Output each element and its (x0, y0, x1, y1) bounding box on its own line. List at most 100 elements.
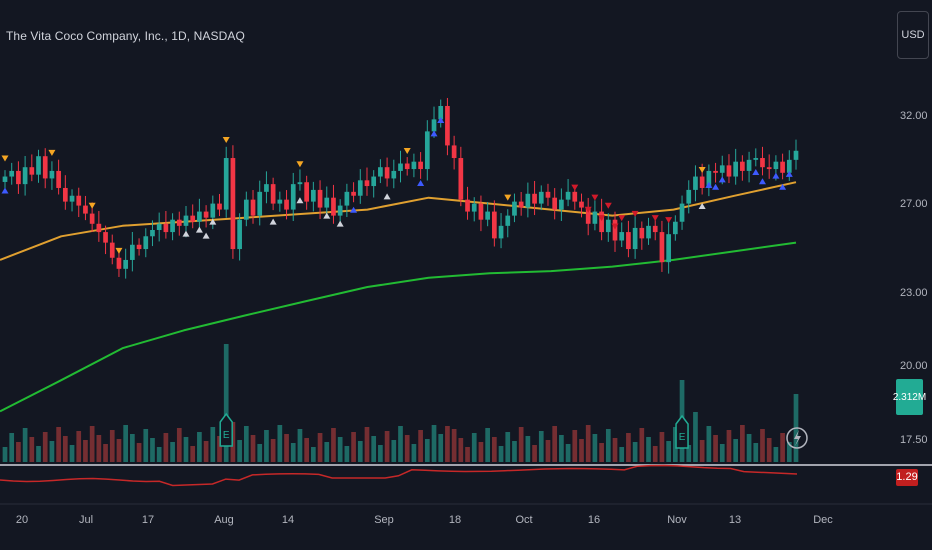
candle-body (445, 105, 450, 146)
ma-fast-line (0, 181, 797, 261)
candle-body (311, 189, 316, 202)
candle-body (136, 244, 142, 250)
indicator-value: 1.29 (896, 471, 918, 483)
candle-body (592, 211, 598, 224)
currency-button[interactable]: USD (897, 11, 929, 59)
candle-body (786, 159, 792, 173)
volume-bar (418, 430, 423, 462)
volume-bar (398, 426, 403, 462)
candle-body (16, 170, 21, 185)
candle-body (109, 242, 115, 258)
candle-body (471, 203, 477, 212)
volume-bar (733, 439, 739, 462)
candle-body (733, 161, 739, 177)
volume-bar (264, 430, 269, 462)
volume-bar (197, 432, 202, 462)
candle-body (605, 219, 611, 233)
time-tick: 20 (15, 514, 29, 526)
price-tick: 32.00 (900, 110, 928, 122)
time-tick: 17 (141, 514, 155, 526)
candle-body (170, 219, 175, 233)
candle-body (257, 191, 263, 216)
candle-body (652, 225, 658, 233)
volume-bar (465, 447, 470, 462)
signal-arrow-red (584, 206, 592, 213)
signal-arrow-orange (504, 194, 512, 201)
earnings-letter-icon: E (223, 430, 230, 441)
volume-bar (666, 441, 671, 462)
signal-arrow-white (698, 202, 706, 209)
candle-body (706, 170, 712, 188)
volume-bar (116, 439, 122, 462)
candle-body (552, 197, 558, 210)
signal-arrow-blue (350, 206, 358, 213)
volume-bar (183, 437, 189, 462)
candle-body (518, 201, 524, 208)
signal-arrow-blue (705, 181, 713, 188)
candle-body (264, 184, 269, 192)
candle-body (451, 145, 457, 159)
volume-bar (136, 443, 142, 462)
volume-bar (545, 440, 551, 462)
signal-arrow-orange (296, 161, 304, 168)
volume-bar (626, 433, 631, 462)
signal-arrow-blue (1, 187, 9, 194)
volume-bar (552, 426, 558, 462)
price-tick: 23.00 (900, 287, 928, 299)
volume-bar (746, 434, 752, 462)
candle-body (324, 197, 330, 208)
candle-body (545, 191, 551, 198)
volume-bar (364, 427, 370, 462)
candle-body (237, 219, 242, 250)
candle-body (290, 184, 296, 210)
candle-body (659, 232, 665, 263)
volume-bar (190, 446, 196, 462)
candle-body (492, 211, 497, 239)
candle-body (559, 199, 564, 210)
candle-body (22, 167, 28, 185)
volume-bar (22, 428, 28, 462)
time-tick: 14 (281, 514, 295, 526)
volume-bar (42, 432, 48, 462)
candle-body (56, 170, 61, 188)
volume-bar (478, 442, 484, 462)
signal-arrow-white (269, 218, 277, 225)
candle-body (438, 105, 444, 120)
candle-body (753, 158, 759, 160)
signal-arrow-white (323, 212, 331, 219)
signal-arrow-blue (437, 116, 445, 123)
signal-arrow-red (631, 210, 639, 217)
volume-bar (605, 429, 611, 462)
chart-title: The Vita Coco Company, Inc., 1D, NASDAQ (6, 29, 245, 43)
candle-body (418, 161, 423, 170)
candle-body (364, 180, 370, 187)
candle-body (585, 207, 591, 224)
volume-bar (572, 430, 578, 462)
lightning-icon (794, 430, 801, 446)
volume-bar (270, 439, 276, 462)
time-tick: Aug (214, 514, 234, 526)
candle-body (565, 191, 571, 200)
candle-body (672, 221, 678, 235)
candle-body (699, 176, 705, 188)
signal-arrow-white (336, 220, 344, 227)
candle-body (123, 259, 129, 269)
candle-body (103, 232, 108, 243)
candle-body (398, 163, 403, 171)
signal-arrow-blue (430, 130, 438, 137)
signal-arrow-orange (698, 166, 706, 173)
candle-body (210, 203, 216, 218)
volume-bar (693, 412, 698, 462)
signal-arrow-red (604, 202, 612, 209)
time-tick: 18 (448, 514, 462, 526)
candle-body (639, 227, 645, 239)
volume-bar (404, 435, 410, 462)
candle-body (525, 193, 531, 208)
signal-arrow-blue (712, 183, 720, 190)
volume-bar (223, 344, 229, 462)
candle-body (424, 131, 430, 170)
volume-bar (740, 425, 745, 462)
volume-bar (297, 429, 303, 462)
volume-bar (786, 442, 792, 462)
